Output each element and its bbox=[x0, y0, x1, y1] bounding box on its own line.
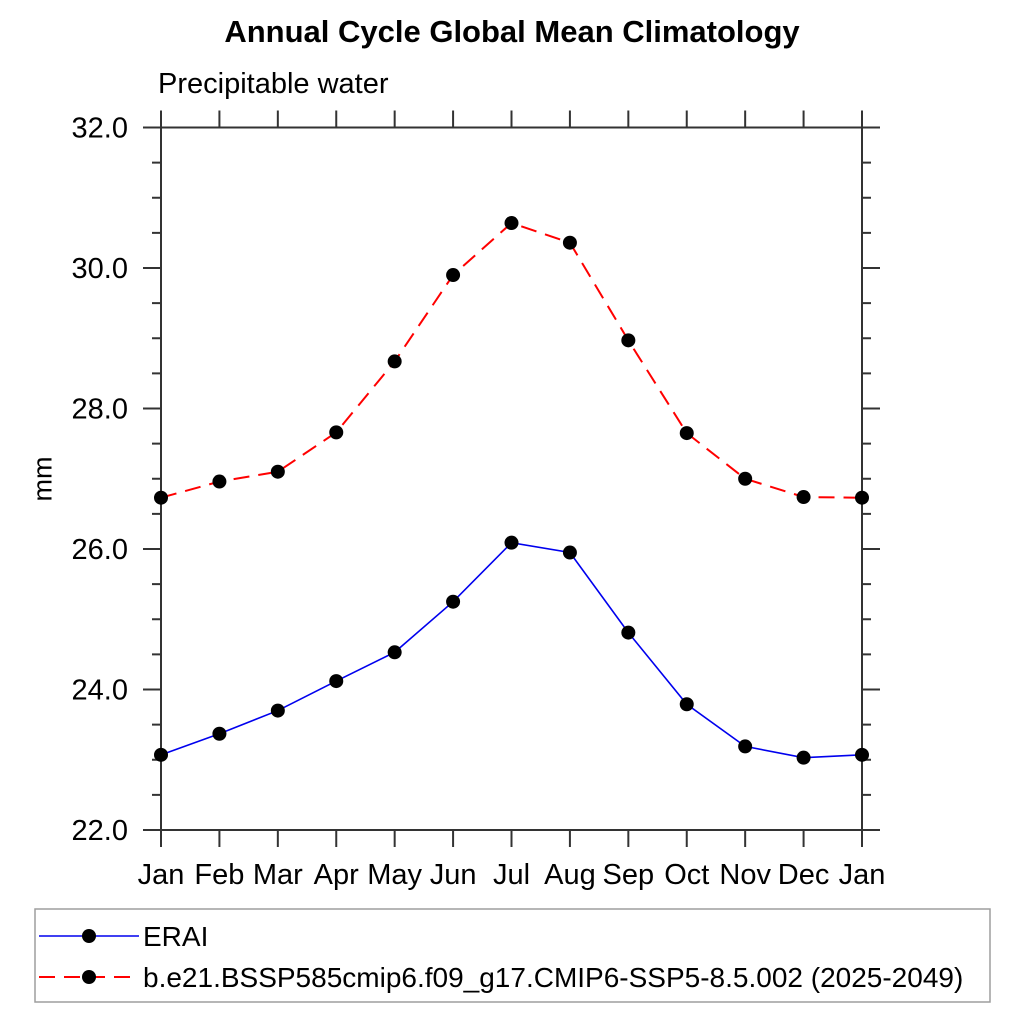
data-point-marker bbox=[796, 490, 811, 505]
chart-subtitle: Precipitable water bbox=[158, 68, 389, 100]
data-point-marker bbox=[154, 490, 168, 505]
x-tick-label: Sep bbox=[603, 859, 655, 891]
legend-marker bbox=[82, 970, 96, 984]
x-tick-label: Dec bbox=[778, 859, 830, 891]
y-tick-label: 22.0 bbox=[72, 815, 128, 847]
x-tick-label: Apr bbox=[314, 859, 359, 891]
x-tick-label: Aug bbox=[544, 859, 596, 891]
data-point-marker bbox=[855, 490, 869, 505]
series-line-1 bbox=[160, 221, 863, 499]
x-tick-label: Mar bbox=[253, 859, 303, 891]
y-tick-label: 24.0 bbox=[72, 675, 128, 707]
x-tick-label: Jan bbox=[138, 859, 185, 891]
data-point-marker bbox=[270, 703, 285, 718]
data-point-marker bbox=[738, 471, 753, 486]
data-point-marker bbox=[329, 425, 344, 440]
x-tick-label: Jul bbox=[493, 859, 530, 891]
data-point-marker bbox=[621, 333, 636, 348]
data-point-marker bbox=[504, 535, 519, 550]
y-tick-label: 32.0 bbox=[72, 113, 128, 145]
x-tick-label: May bbox=[367, 859, 422, 891]
chart-title: Annual Cycle Global Mean Climatology bbox=[224, 14, 800, 49]
data-point-marker bbox=[212, 474, 227, 489]
y-tick-label: 28.0 bbox=[72, 394, 128, 426]
legend-box bbox=[34, 908, 991, 1003]
data-point-marker bbox=[621, 625, 636, 640]
x-tick-label: Oct bbox=[664, 859, 709, 891]
data-point-marker bbox=[446, 594, 461, 609]
x-tick-label: Jun bbox=[430, 859, 477, 891]
data-point-marker bbox=[738, 739, 753, 754]
data-point-marker bbox=[796, 750, 811, 765]
data-point-marker bbox=[212, 726, 227, 741]
data-point-marker bbox=[679, 697, 694, 712]
x-tick-label: Nov bbox=[719, 859, 771, 891]
data-point-marker bbox=[387, 354, 402, 369]
y-tick-label: 26.0 bbox=[72, 534, 128, 566]
legend-marker bbox=[82, 929, 96, 943]
series-line-0 bbox=[160, 541, 863, 759]
data-point-marker bbox=[446, 268, 461, 283]
data-point-marker bbox=[504, 216, 519, 231]
data-point-marker bbox=[855, 747, 869, 762]
data-point-marker bbox=[270, 464, 285, 479]
data-point-marker bbox=[154, 747, 168, 762]
data-point-marker bbox=[329, 674, 344, 689]
legend-label: ERAI bbox=[143, 921, 208, 952]
data-point-marker bbox=[679, 426, 694, 441]
data-point-marker bbox=[562, 235, 577, 250]
y-tick-label: 30.0 bbox=[72, 253, 128, 285]
x-tick-label: Jan bbox=[839, 859, 886, 891]
x-tick-label: Feb bbox=[194, 859, 244, 891]
legend-label: b.e21.BSSP585cmip6.f09_g17.CMIP6-SSP5-8.… bbox=[143, 962, 963, 993]
data-point-marker bbox=[387, 645, 402, 660]
data-point-marker bbox=[562, 545, 577, 560]
